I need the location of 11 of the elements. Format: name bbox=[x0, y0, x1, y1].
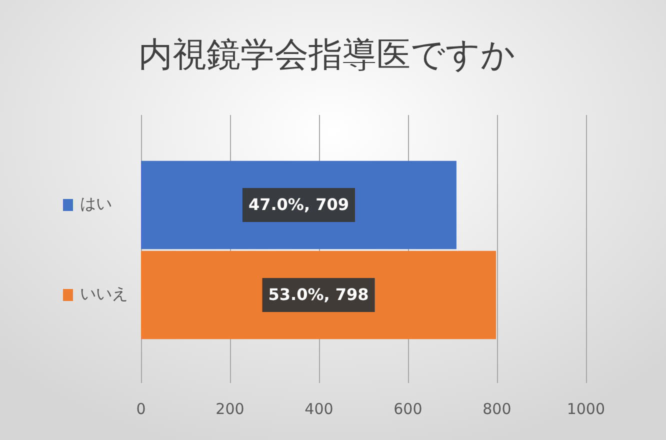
x-tick-label: 400 bbox=[304, 400, 334, 418]
x-tick-label: 200 bbox=[216, 400, 244, 418]
y-tick-label: いいえ bbox=[80, 284, 128, 304]
chart-title: 内視鏡学会指導医ですか bbox=[138, 34, 516, 76]
x-tick-label: 1000 bbox=[566, 400, 606, 418]
x-tick-label: 600 bbox=[394, 400, 422, 418]
y-tick-label: はい bbox=[80, 194, 112, 214]
x-tick-label: 0 bbox=[136, 400, 146, 418]
data-label: 53.0%, 798 bbox=[268, 285, 369, 304]
data-label: 47.0%, 709 bbox=[248, 195, 350, 214]
x-tick-label: 800 bbox=[482, 400, 512, 418]
